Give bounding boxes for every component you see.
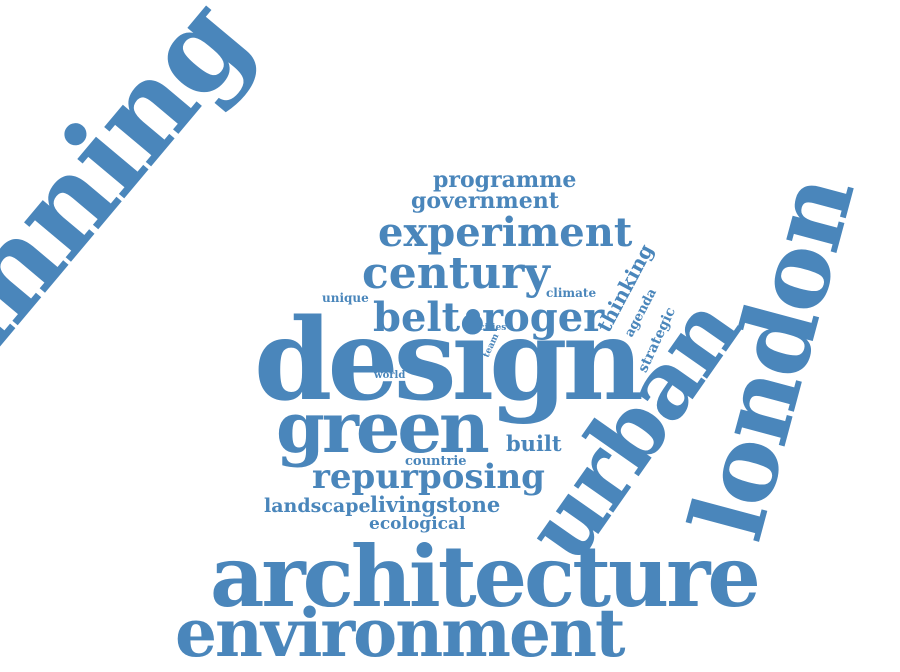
- word-climate: climate: [546, 286, 597, 300]
- word-green: green: [276, 386, 490, 469]
- word-environment: environment: [175, 594, 625, 672]
- word-architecture: architecture: [210, 527, 761, 626]
- word-century: century: [362, 248, 550, 299]
- word-planning: planning: [0, 0, 275, 496]
- word-roger: roger: [482, 294, 605, 341]
- word-repurposing: repurposing: [312, 457, 545, 497]
- word-design: design: [254, 295, 644, 426]
- word-unique: unique: [322, 291, 369, 305]
- word-government: government: [411, 188, 559, 214]
- word-world: world: [374, 370, 406, 381]
- word-livingstone: livingstone: [370, 492, 501, 517]
- word-belt: belt: [373, 294, 461, 341]
- dot-glyph: [466, 309, 480, 323]
- word-landscape: landscape: [264, 495, 371, 517]
- word-built: built: [506, 431, 562, 456]
- word-experiment: experiment: [378, 209, 633, 256]
- word-countrie: countrie: [405, 454, 467, 469]
- word-programme: programme: [433, 167, 577, 193]
- word-ecological: ecological: [369, 514, 466, 534]
- word-cities: cities: [479, 323, 507, 333]
